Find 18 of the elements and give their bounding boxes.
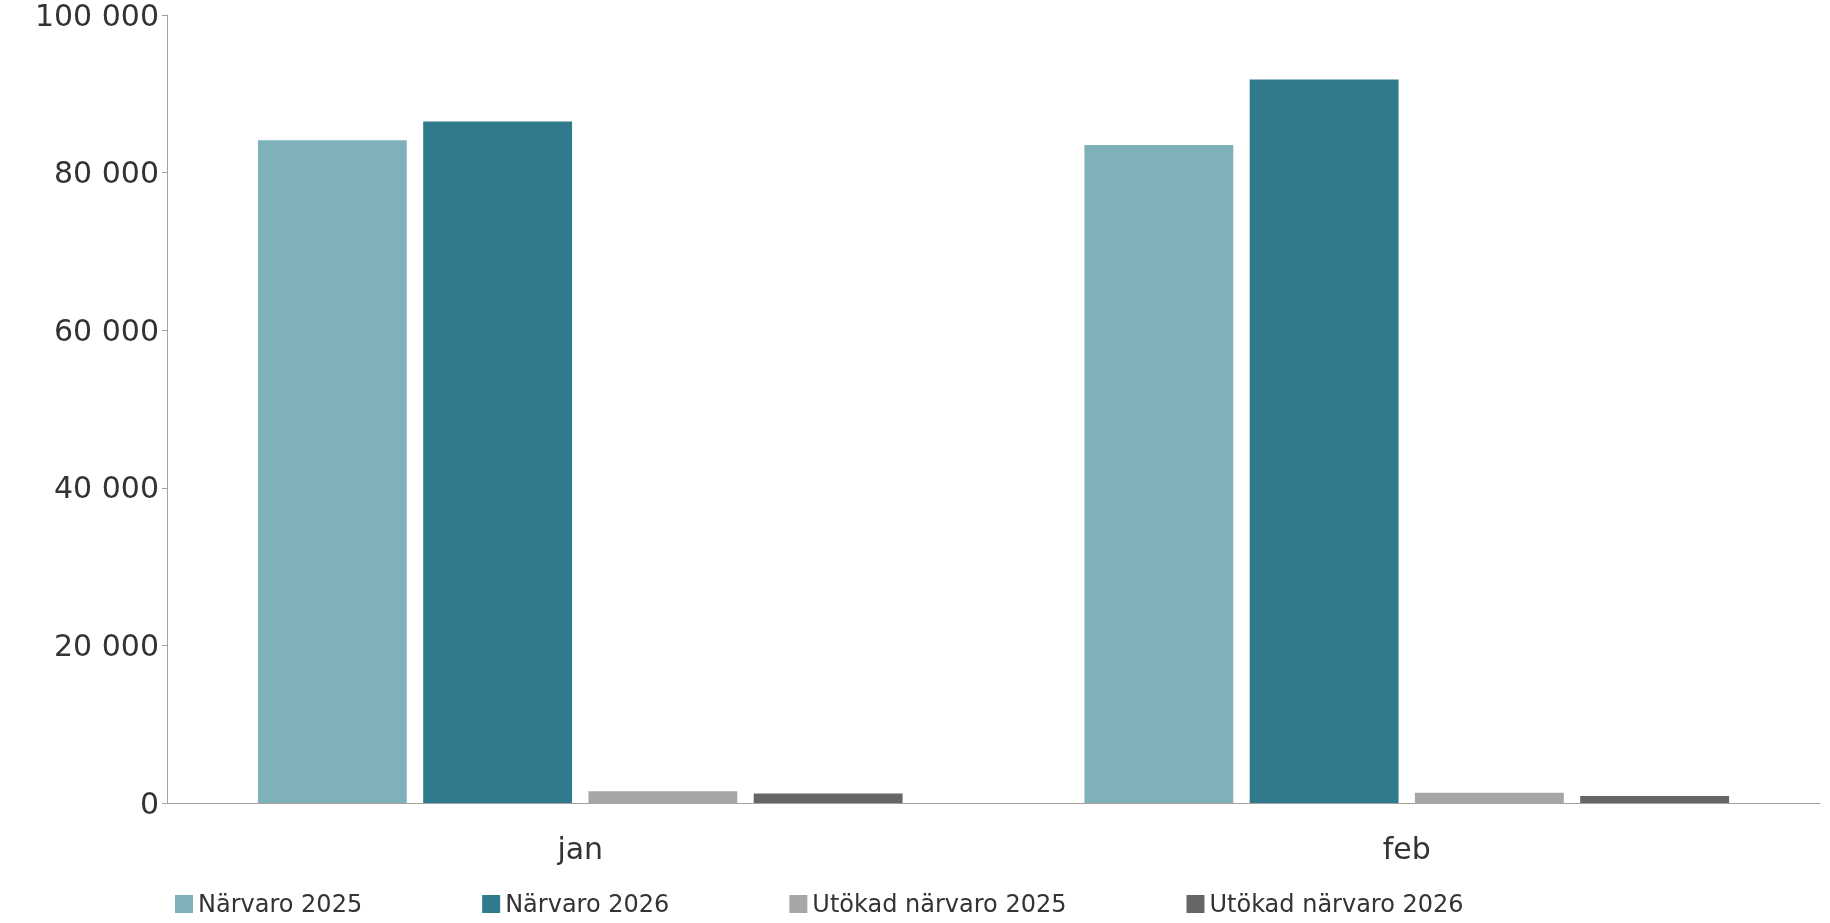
bar [423,121,573,803]
x-tick-label: feb [1382,830,1431,866]
legend-label: Närvaro 2025 [198,890,363,918]
y-tick-label: 40 000 [54,470,159,506]
legend-label: Närvaro 2026 [505,890,670,918]
x-tick-label: jan [556,830,604,866]
bar [753,793,903,803]
y-tick-label: 100 000 [34,0,159,33]
y-tick-label: 0 [139,785,159,821]
bar [257,140,407,803]
y-tick-label: 60 000 [54,312,159,348]
y-tick-label: 80 000 [54,155,159,191]
bar [1580,795,1730,803]
bar [1084,145,1234,803]
y-tick-label: 20 000 [54,627,159,663]
legend-label: Utökad närvaro 2025 [812,890,1067,918]
legend-label: Utökad närvaro 2026 [1209,890,1464,918]
bar [1249,79,1399,803]
